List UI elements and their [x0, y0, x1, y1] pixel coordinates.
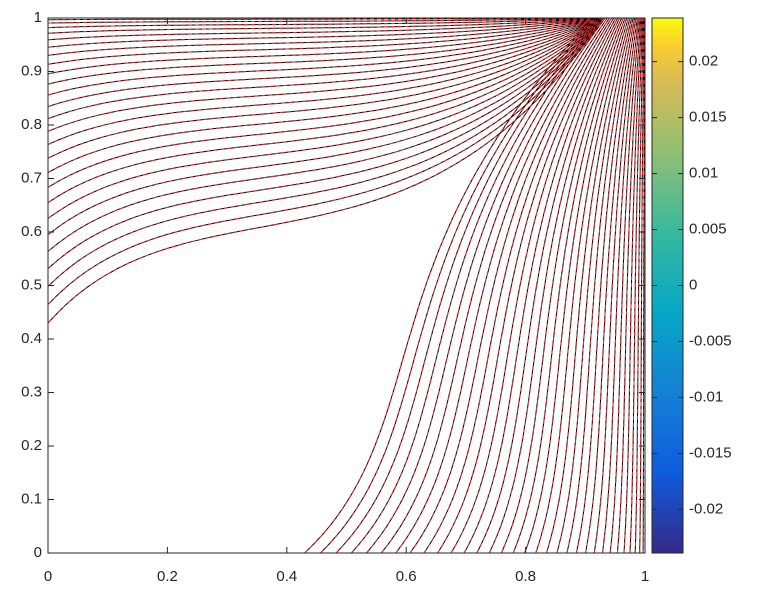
contour-line — [48, 18, 605, 132]
contour-line — [585, 18, 637, 553]
x-tick-label: 0.6 — [396, 568, 417, 585]
contour-line — [335, 18, 599, 553]
colorbar-tick-label: -0.005 — [689, 332, 732, 349]
contour-line — [48, 18, 622, 24]
colorbar-tick-label: 0 — [689, 276, 697, 293]
y-tick-label: 0.6 — [21, 223, 42, 240]
contour-line — [488, 18, 622, 553]
y-tick-label: 0.3 — [21, 383, 42, 400]
contour-line — [48, 18, 604, 252]
contour-line — [488, 18, 622, 553]
y-tick-label: 0 — [34, 544, 42, 561]
contour-line — [48, 18, 606, 65]
contour-line — [575, 18, 636, 553]
contour-line — [48, 18, 604, 236]
contour-line — [409, 18, 610, 553]
contour-line — [48, 18, 607, 48]
contour-line — [48, 18, 604, 305]
contour-line — [423, 18, 613, 553]
y-tick-label: 0.9 — [21, 62, 42, 79]
y-tick-label: 0.8 — [21, 116, 42, 133]
colorbar-tick-label: 0.01 — [689, 165, 718, 182]
contour-line — [500, 18, 624, 553]
contour-line — [535, 18, 629, 553]
contour-line — [450, 18, 617, 553]
y-tick-label: 0.1 — [21, 490, 42, 507]
contour-line — [409, 18, 610, 553]
x-tick-label: 0.4 — [276, 568, 297, 585]
contour-line — [524, 18, 628, 553]
contour-line — [395, 18, 608, 553]
contour-line — [304, 18, 594, 553]
contour-line — [602, 18, 640, 553]
contour-line — [48, 18, 605, 96]
x-tick-label: 1 — [641, 568, 649, 585]
contour-line — [48, 18, 604, 287]
y-tick-label: 0.5 — [21, 276, 42, 293]
contour-line — [585, 18, 637, 553]
y-tick-label: 0.7 — [21, 169, 42, 186]
contour-line — [48, 18, 606, 75]
contour-lines — [48, 18, 645, 553]
contour-line — [48, 18, 611, 34]
contour-line — [48, 18, 605, 145]
contour-line — [556, 18, 633, 553]
contour-line — [463, 18, 619, 553]
plot-frame — [47, 17, 646, 554]
contour-line — [546, 18, 631, 553]
contour-line — [512, 18, 626, 553]
contour-line — [616, 18, 642, 553]
x-tick-label: 0 — [44, 568, 52, 585]
contour-line — [48, 18, 614, 29]
contour-line — [48, 18, 607, 56]
contour-line — [395, 18, 608, 553]
contour-line — [48, 18, 604, 324]
contour-line — [48, 18, 607, 56]
x-tick-label: 0.2 — [157, 568, 178, 585]
colorbar-tick-label: -0.02 — [689, 500, 723, 517]
contour-line — [304, 18, 594, 553]
contour-line — [48, 18, 605, 219]
colorbar-tick-label: 0.015 — [689, 109, 727, 126]
contour-line — [629, 18, 644, 553]
contour-line — [566, 18, 634, 553]
contour-line — [476, 18, 621, 553]
contour-line — [609, 18, 641, 553]
contour-line — [351, 18, 601, 553]
contour-line — [593, 18, 638, 553]
x-tick-label: 0.8 — [515, 568, 536, 585]
contour-line — [437, 18, 615, 553]
contour-line — [535, 18, 629, 553]
contour-line — [48, 18, 605, 107]
contour-line — [48, 18, 605, 188]
contour-line — [48, 18, 604, 269]
colorbar-tick-label: 0.005 — [689, 221, 727, 238]
contour-line — [48, 18, 605, 204]
y-tick-label: 0.2 — [21, 437, 42, 454]
contour-line — [320, 18, 597, 553]
colorbar-tick-label: -0.01 — [689, 388, 723, 405]
contour-line — [380, 18, 606, 553]
contour-line — [623, 18, 643, 553]
y-tick-label: 1 — [34, 9, 42, 26]
colorbar-tick-label: 0.02 — [689, 53, 718, 70]
contour-line — [48, 18, 605, 120]
contour-line — [634, 18, 644, 553]
contour-line — [48, 18, 605, 173]
colorbar-tick-label: -0.015 — [689, 444, 732, 461]
contour-line — [48, 18, 605, 188]
contour-line — [335, 18, 599, 553]
contour-line — [423, 18, 613, 553]
contour-line — [48, 18, 605, 85]
contour-line — [48, 18, 608, 41]
contour-line — [524, 18, 628, 553]
contour-line — [48, 18, 605, 159]
y-tick-label: 0.4 — [21, 330, 42, 347]
contour-line — [48, 18, 604, 287]
contour-line — [366, 18, 604, 553]
